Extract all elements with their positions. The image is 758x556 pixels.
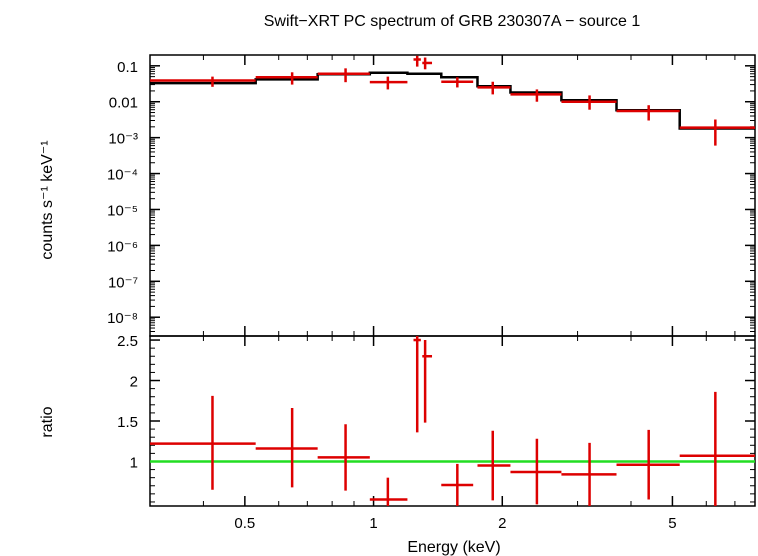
x-axis-label: Energy (keV) bbox=[407, 539, 500, 556]
ratio-data-point bbox=[413, 336, 421, 433]
spectrum-data-point bbox=[679, 119, 755, 146]
spectrum-data-point bbox=[441, 77, 474, 88]
ratio-data-point bbox=[255, 408, 318, 488]
spectrum-panel: 0.1 0.01 10⁻³ 10⁻⁴ 10⁻⁵ 10⁻⁶ 10⁻⁷ 10⁻⁸ bbox=[107, 54, 756, 337]
spectrum-y-tick-label: 10⁻⁴ bbox=[107, 167, 138, 184]
spectrum-data-point bbox=[317, 68, 370, 83]
ratio-frame bbox=[149, 335, 756, 507]
spectrum-data-point bbox=[616, 105, 680, 121]
spectrum-data-point bbox=[255, 72, 318, 85]
ratio-data-point bbox=[150, 395, 256, 490]
ratio-data-point bbox=[422, 340, 433, 423]
x-tick-label: 0.5 bbox=[234, 515, 255, 532]
spectrum-data-point bbox=[561, 95, 617, 110]
ratio-y-tick-label: 1.5 bbox=[117, 414, 138, 431]
x-tick-label: 1 bbox=[369, 515, 377, 532]
spectrum-y-tick-label: 10⁻³ bbox=[108, 131, 138, 148]
spectrum-frame bbox=[149, 54, 756, 337]
ratio-data-point bbox=[679, 391, 755, 506]
spectrum-data-point bbox=[477, 81, 511, 95]
spectrum-data-point bbox=[510, 89, 562, 102]
x-tick-label: 5 bbox=[668, 515, 676, 532]
spectrum-data-point bbox=[369, 76, 408, 90]
spectrum-data-point bbox=[413, 55, 421, 67]
spectrum-y-tick-label: 0.01 bbox=[109, 95, 138, 112]
ratio-data-point bbox=[369, 477, 408, 506]
spectrum-data-point bbox=[150, 76, 256, 87]
ratio-y-tick-label: 2 bbox=[130, 374, 138, 391]
ratio-data-point bbox=[477, 430, 511, 501]
ratio-data-point bbox=[317, 424, 370, 491]
spectrum-y-tick-label: 10⁻⁸ bbox=[107, 310, 138, 327]
ratio-data-point bbox=[510, 438, 562, 505]
x-tick-label: 2 bbox=[498, 515, 506, 532]
spectrum-y-tick-label: 10⁻⁷ bbox=[108, 274, 138, 291]
ratio-y-axis-label: ratio bbox=[39, 406, 56, 437]
ratio-data-point bbox=[561, 442, 617, 506]
ratio-data-point bbox=[616, 429, 680, 500]
spectrum-y-tick-label: 0.1 bbox=[117, 59, 138, 76]
model-line bbox=[150, 71, 755, 130]
chart-title: Swift−XRT PC spectrum of GRB 230307A − s… bbox=[264, 13, 641, 30]
spectrum-y-tick-label: 10⁻⁵ bbox=[107, 202, 138, 219]
ratio-y-tick-label: 2.5 bbox=[117, 333, 138, 350]
spectrum-data-point bbox=[422, 57, 433, 70]
spectrum-y-axis-label: counts s⁻¹ keV⁻¹ bbox=[39, 140, 56, 259]
ratio-data-point bbox=[441, 463, 474, 506]
ratio-y-tick-label: 1 bbox=[130, 454, 138, 471]
ratio-panel: 0.5 1 2 5 1 1.5 2 2.5 bbox=[117, 333, 756, 532]
spectrum-y-tick-label: 10⁻⁶ bbox=[107, 238, 138, 255]
